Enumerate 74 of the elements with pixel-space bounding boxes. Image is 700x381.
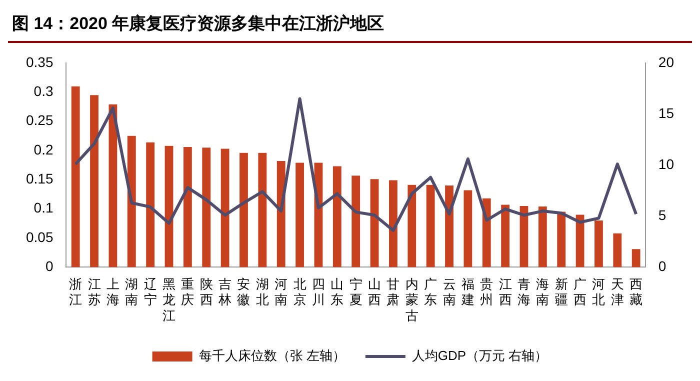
y-tick-label: 0.1 [34, 200, 54, 216]
bar [127, 136, 136, 268]
y2-tick-label: 0 [658, 258, 666, 274]
x-tick-label: 宁夏 [349, 276, 362, 308]
bar [240, 152, 248, 268]
bar [164, 146, 174, 268]
x-tick-label: 海南 [536, 276, 550, 308]
bar [389, 180, 398, 268]
bar [538, 206, 547, 268]
x-tick-label: 湖南 [125, 276, 138, 308]
x-tick-label: 西藏 [630, 276, 643, 308]
x-tick-label: 山东 [330, 276, 344, 308]
y2-tick-label: 10 [658, 156, 674, 172]
y-tick-label: 0.35 [26, 54, 54, 70]
bar [352, 176, 360, 268]
bar [445, 186, 454, 268]
bar [557, 212, 566, 268]
bar [71, 86, 80, 268]
bar [183, 147, 192, 268]
x-tick-label: 云南 [442, 276, 456, 308]
x-tick-label: 辽宁 [144, 276, 157, 308]
y2-tick-label: 20 [658, 54, 674, 70]
x-tick-label: 天津 [610, 276, 624, 308]
x-tick-label: 贵州 [480, 276, 494, 308]
x-tick-label: 安徽 [237, 276, 250, 308]
y-tick-label: 0.15 [26, 170, 54, 187]
bar [501, 204, 510, 268]
bar [426, 184, 435, 268]
bar [258, 152, 267, 268]
x-tick-label: 上海 [106, 276, 120, 308]
bar [220, 148, 230, 268]
bar [408, 184, 416, 268]
x-tick-label: 山西 [368, 276, 382, 308]
bar [332, 166, 342, 268]
x-tick-label: 陕西 [200, 276, 213, 308]
x-tick-label: 重庆 [181, 276, 194, 308]
bar [370, 179, 379, 268]
x-tick-label: 内蒙古 [405, 276, 418, 323]
y-tick-label: 0 [45, 258, 54, 274]
x-tick-label: 河南 [274, 276, 288, 308]
legend-label: 人均GDP（万元 右轴） [412, 348, 548, 364]
bar [296, 162, 304, 268]
bar [464, 190, 472, 268]
x-tick-label: 甘肃 [386, 276, 400, 308]
bar [613, 233, 622, 268]
x-tick-label: 广西 [574, 276, 587, 308]
bar [482, 198, 491, 268]
bar [146, 142, 155, 268]
bar [90, 95, 98, 268]
x-tick-label: 浙江 [69, 276, 82, 308]
legend-label: 每千人床位数（张 左轴） [198, 348, 346, 364]
y2-tick-label: 15 [658, 104, 674, 121]
x-tick-label: 吉林 [218, 276, 232, 308]
x-tick-label: 湖北 [256, 276, 269, 308]
y-tick-label: 0.25 [26, 112, 54, 128]
x-tick-label: 江苏 [88, 276, 101, 308]
x-tick-label: 福建 [460, 276, 474, 308]
chart-title: 图 14：2020 年康复医疗资源多集中在江浙沪地区 [8, 8, 692, 43]
bar [202, 148, 211, 268]
x-tick-label: 河北 [592, 276, 606, 308]
x-tick-label: 广东 [424, 276, 438, 308]
x-tick-label: 北京 [293, 276, 306, 308]
bar [632, 249, 640, 268]
x-tick-label: 新疆 [554, 276, 568, 308]
bar [594, 220, 603, 268]
y-tick-label: 0.3 [34, 83, 54, 100]
x-tick-label: 四川 [312, 276, 325, 308]
y-tick-label: 0.2 [34, 141, 54, 158]
x-tick-label: 江西 [498, 276, 512, 308]
x-tick-label: 黑龙江 [162, 276, 176, 323]
y-tick-label: 0.05 [26, 228, 54, 245]
x-tick-label: 青海 [517, 276, 530, 308]
bar [520, 206, 528, 268]
y2-tick-label: 5 [658, 207, 666, 224]
